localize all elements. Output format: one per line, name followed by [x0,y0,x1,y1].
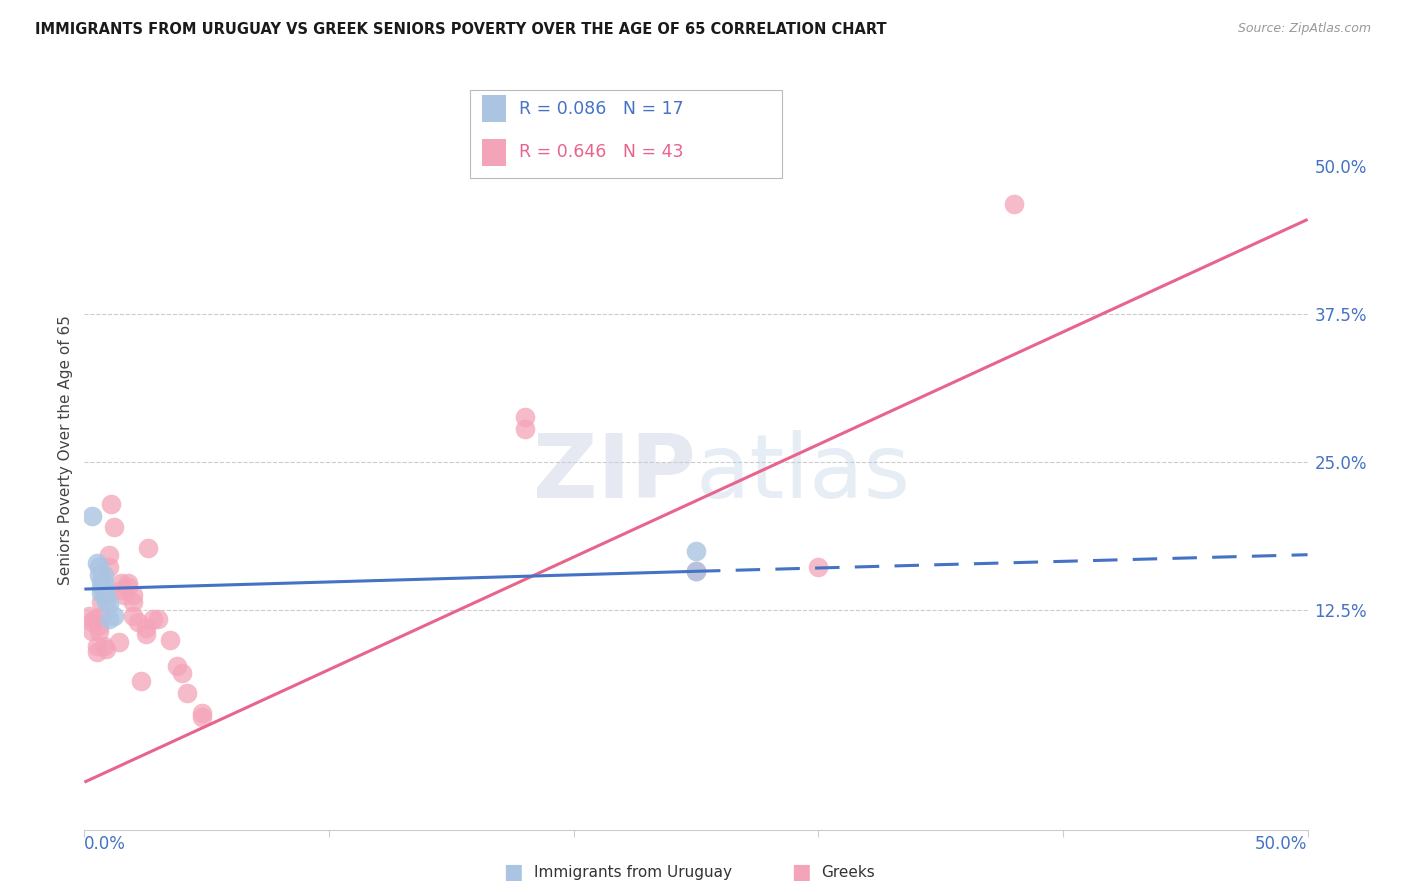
Point [87,567,110,582]
Point [122,609,145,624]
Point [122,588,145,602]
Point [87,619,110,633]
Point [93,639,115,653]
Point [86,556,108,570]
Point [136,541,159,555]
Text: atlas: atlas [696,430,911,516]
Point [513,410,536,425]
Point [93,576,115,591]
Point [129,674,152,689]
Point [87,559,110,574]
Text: Immigrants from Uruguay: Immigrants from Uruguay [534,865,733,880]
Point [90,585,112,599]
Point [90,595,112,609]
Point [112,588,135,602]
Point [83,612,105,626]
Point [142,612,165,626]
Point [107,635,129,649]
Point [135,627,157,641]
Point [80,508,103,523]
FancyBboxPatch shape [482,95,506,122]
Point [86,639,108,653]
Text: R = 0.646   N = 43: R = 0.646 N = 43 [519,144,683,161]
Point [166,659,188,673]
Text: 50.0%: 50.0% [1256,836,1308,854]
Point [77,609,100,624]
Point [117,576,139,591]
Point [159,633,181,648]
Point [90,574,112,588]
Point [80,624,103,638]
Point [96,595,118,609]
Text: Greeks: Greeks [821,865,875,880]
Point [685,564,707,578]
Text: ZIP: ZIP [533,430,696,516]
Point [90,580,112,594]
Point [1002,197,1025,211]
Point [176,686,198,700]
Text: IMMIGRANTS FROM URUGUAY VS GREEK SENIORS POVERTY OVER THE AGE OF 65 CORRELATION : IMMIGRANTS FROM URUGUAY VS GREEK SENIORS… [35,22,887,37]
Point [87,624,110,638]
Point [80,615,103,630]
Text: Source: ZipAtlas.com: Source: ZipAtlas.com [1237,22,1371,36]
Text: ■: ■ [792,863,811,882]
Point [191,710,214,724]
Point [110,576,132,591]
Point [97,548,120,562]
Point [127,615,149,630]
Point [135,621,157,635]
Point [96,588,118,602]
Point [110,583,132,598]
Point [97,598,120,612]
Point [685,564,707,578]
FancyBboxPatch shape [470,90,782,178]
Point [93,567,115,582]
Point [100,497,122,511]
Point [97,559,120,574]
Text: R = 0.086   N = 17: R = 0.086 N = 17 [519,100,683,119]
Point [122,595,145,609]
Point [685,544,707,558]
Point [90,609,112,624]
Point [191,706,214,721]
Point [117,580,139,594]
Point [807,559,830,574]
Point [97,612,120,626]
Point [103,609,125,624]
Text: 0.0%: 0.0% [84,836,127,854]
FancyBboxPatch shape [482,138,506,166]
Point [103,520,125,534]
Point [96,642,118,657]
Point [513,422,536,436]
Text: ■: ■ [503,863,523,882]
Y-axis label: Seniors Poverty Over the Age of 65: Seniors Poverty Over the Age of 65 [58,316,73,585]
Point [146,612,169,626]
Point [86,645,108,659]
Point [172,666,194,681]
Point [93,583,115,598]
